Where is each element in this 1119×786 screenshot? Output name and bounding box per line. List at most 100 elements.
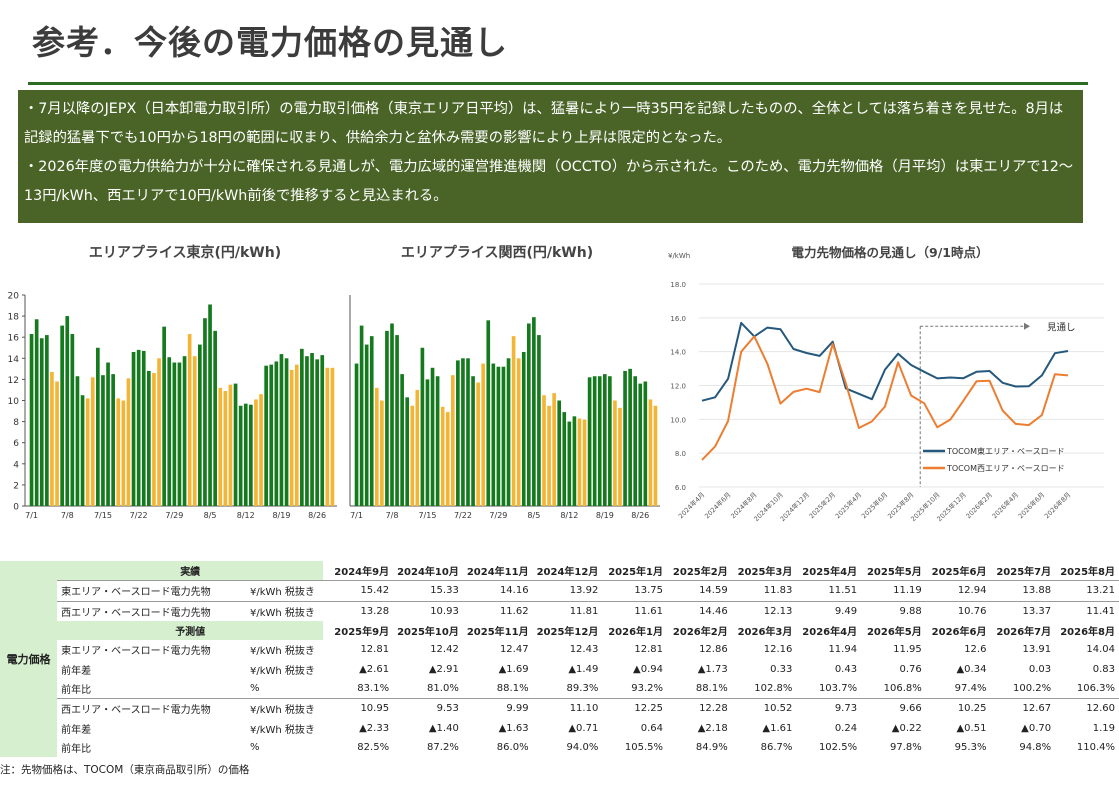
y-tick-label: 2 bbox=[13, 481, 19, 491]
value-cell: 13.91 bbox=[1022, 644, 1052, 656]
bar bbox=[395, 335, 399, 506]
value-cell: 97.8% bbox=[889, 741, 922, 753]
y-tick-label: 8.0 bbox=[675, 450, 686, 458]
bar bbox=[587, 377, 592, 506]
bar bbox=[476, 382, 480, 506]
month-header: 2025年1月 bbox=[608, 567, 664, 579]
x-tick-label: 8/12 bbox=[560, 511, 578, 520]
bar bbox=[310, 353, 314, 506]
value-cell: 10.52 bbox=[731, 698, 797, 719]
value-cell: 13.37 bbox=[990, 600, 1056, 621]
x-tick-label: 2024年6月 bbox=[702, 490, 732, 520]
bar bbox=[491, 363, 496, 506]
value-cell: ▲1.40 bbox=[428, 722, 459, 734]
chart-kansai-title: エリアプライス関西(円/kWh) bbox=[400, 245, 594, 261]
y-axis-label: ¥/kWh bbox=[668, 252, 690, 260]
value-cell: ▲2.33 bbox=[359, 722, 390, 734]
bar bbox=[516, 358, 521, 506]
row-unit: ¥/kWh 税抜き bbox=[245, 580, 324, 602]
bar bbox=[435, 376, 440, 506]
value-cell: 89.3% bbox=[566, 682, 599, 694]
value-cell: 105.5% bbox=[624, 741, 664, 753]
value-cell: ▲0.70 bbox=[1021, 722, 1052, 734]
bar bbox=[75, 376, 80, 506]
bar bbox=[279, 354, 284, 506]
value-cell: 15.42 bbox=[323, 580, 394, 602]
value-cell: 11.83 bbox=[731, 580, 797, 602]
bar bbox=[305, 356, 309, 506]
value-cell: 97.4% bbox=[954, 682, 987, 694]
y-tick-label: 8 bbox=[13, 418, 19, 428]
table-row: 前年比% 83.1% 81.0% 88.1% 89.3% 93.2% 88.1% 102.8%… bbox=[0, 679, 1119, 699]
month-header: 2026年8月 bbox=[1060, 627, 1115, 639]
bar bbox=[405, 397, 410, 506]
bar bbox=[572, 416, 577, 506]
bar bbox=[187, 334, 192, 506]
bar bbox=[390, 323, 394, 506]
value-cell: 15.33 bbox=[393, 580, 463, 602]
bar bbox=[547, 405, 551, 506]
row-label: 東エリア・ベースロード電力先物 bbox=[57, 580, 246, 602]
value-cell: ▲1.73 bbox=[697, 663, 728, 675]
bar bbox=[55, 381, 59, 506]
x-tick-label: 2026年8月 bbox=[1042, 490, 1072, 520]
bar bbox=[213, 330, 217, 506]
month-header: 2025年11月 bbox=[466, 627, 529, 639]
bar bbox=[90, 377, 95, 506]
value-cell: 12.42 bbox=[430, 644, 459, 656]
month-header: 2025年7月 bbox=[996, 567, 1052, 579]
bar bbox=[264, 365, 268, 506]
value-cell: 0.64 bbox=[640, 722, 664, 734]
bar bbox=[284, 358, 289, 506]
row-unit: % bbox=[249, 682, 260, 694]
bar bbox=[450, 375, 455, 506]
value-cell: 87.2% bbox=[427, 741, 459, 753]
value-cell: 13.88 bbox=[990, 580, 1056, 602]
value-cell: ▲0.22 bbox=[891, 722, 922, 734]
bar bbox=[238, 405, 243, 506]
value-cell: 12.6 bbox=[964, 644, 987, 656]
bar bbox=[602, 374, 607, 506]
month-header: 2025年6月 bbox=[931, 567, 987, 579]
bar bbox=[562, 412, 567, 506]
bar bbox=[29, 334, 34, 506]
value-cell: 13.92 bbox=[532, 580, 603, 602]
bar bbox=[249, 404, 253, 506]
bar bbox=[380, 400, 384, 506]
bar bbox=[577, 418, 582, 506]
value-cell: 9.49 bbox=[796, 600, 862, 621]
value-cell: 82.5% bbox=[357, 741, 390, 753]
bar bbox=[289, 369, 294, 506]
x-tick-label: 7/8 bbox=[61, 511, 74, 520]
row-label: 前年差 bbox=[61, 724, 92, 736]
value-cell: 13.21 bbox=[1055, 580, 1119, 602]
value-cell: 9.99 bbox=[462, 698, 533, 719]
bar bbox=[420, 347, 425, 506]
value-cell: 14.59 bbox=[667, 580, 732, 602]
bar bbox=[552, 393, 556, 506]
table-row: 前年差 ¥/kWh 税抜き ▲2.61 ▲2.91 ▲1.69 ▲1.49 ▲0.94 ▲1.… bbox=[0, 659, 1119, 678]
x-tick-label: 7/1 bbox=[350, 511, 363, 520]
row-label: 前年比 bbox=[61, 743, 92, 755]
bar bbox=[111, 374, 115, 506]
bar bbox=[592, 376, 597, 506]
value-cell: ▲2.61 bbox=[359, 663, 390, 675]
summary-paragraph-1: ・7月以降のJEPX（日本卸電力取引所）の電力取引価格（東京エリア日平均）は、猛… bbox=[24, 101, 1064, 146]
value-cell: 11.51 bbox=[796, 580, 862, 602]
value-cell: 11.41 bbox=[1055, 600, 1119, 621]
value-cell: 12.13 bbox=[731, 600, 797, 621]
value-cell: 14.46 bbox=[667, 600, 732, 621]
bar bbox=[106, 362, 110, 506]
value-cell: 10.93 bbox=[393, 600, 463, 621]
bar bbox=[167, 357, 172, 506]
bar bbox=[39, 338, 44, 506]
chart-kansai: 7/1 7/8 7/15 7/22 7/29 8/5 8/12 8/19 8/26 bbox=[349, 295, 660, 520]
bar bbox=[364, 344, 369, 506]
value-cell: 12.43 bbox=[569, 644, 599, 656]
section-header-actual: 実績 bbox=[57, 561, 324, 581]
value-cell: 86.0% bbox=[496, 741, 529, 753]
legend-label: TOCOM西エリア・ベースロード bbox=[946, 464, 1065, 473]
value-cell: ▲2.18 bbox=[697, 722, 728, 734]
bar bbox=[618, 407, 622, 506]
row-unit: ¥/kWh 税抜き bbox=[245, 698, 324, 719]
